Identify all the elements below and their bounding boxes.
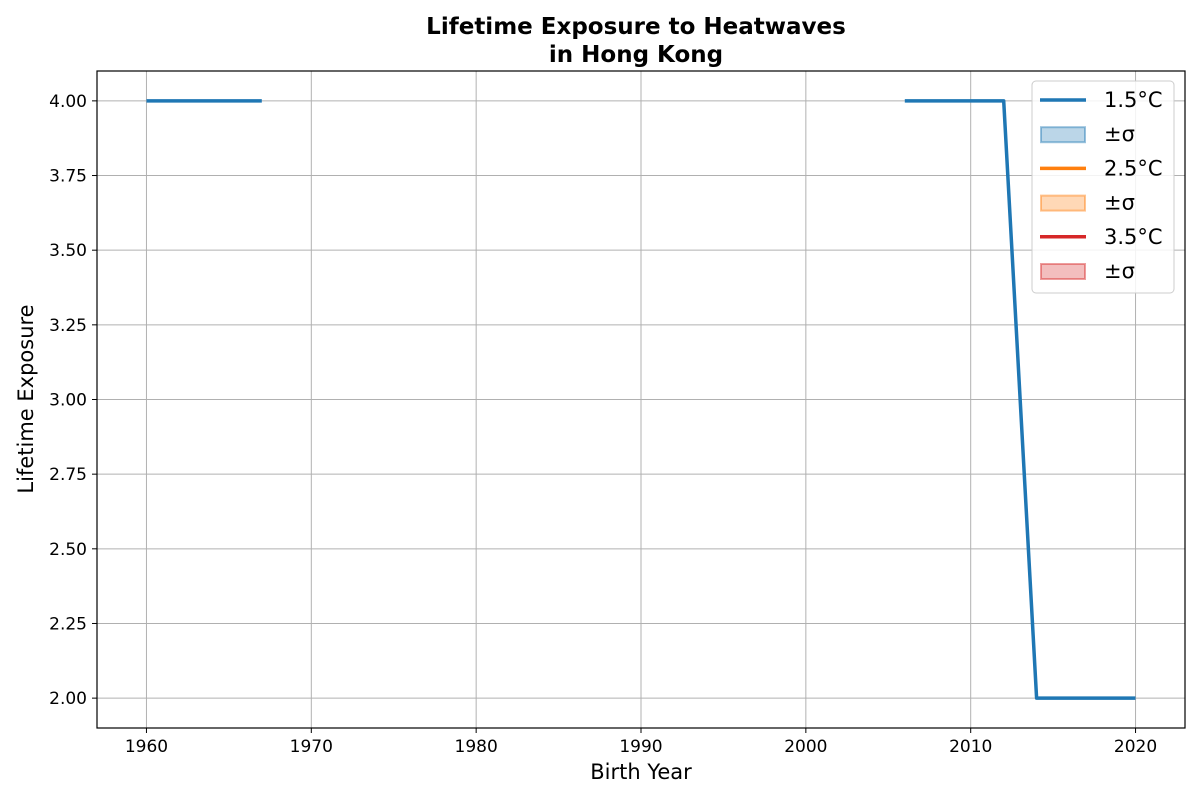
y-tick-label: 3.75: [49, 167, 87, 187]
legend-label: 2.5°C: [1104, 156, 1163, 180]
y-tick-label: 3.25: [49, 316, 87, 336]
x-tick-label: 1990: [619, 737, 662, 757]
y-axis-label: Lifetime Exposure: [14, 304, 38, 493]
y-tick-label: 2.25: [49, 614, 87, 634]
y-tick-label: 3.50: [49, 241, 87, 261]
y-tick-label: 2.00: [49, 689, 87, 709]
x-tick-label: 1960: [125, 737, 168, 757]
legend-label: 3.5°C: [1104, 225, 1163, 249]
chart-title-line-2: in Hong Kong: [549, 42, 723, 68]
y-tick-label: 2.75: [49, 465, 87, 485]
x-tick-label: 2000: [784, 737, 827, 757]
legend-box: [1031, 80, 1175, 294]
legend-band-swatch: [1040, 126, 1086, 144]
x-tick-label: 1970: [290, 737, 333, 757]
legend-label: ±σ: [1104, 259, 1135, 283]
legend-band-swatch: [1040, 263, 1086, 280]
y-axis: 2.00 2.25 2.50 2.75 3.00 3.25 3.50 3.75 4.00: [49, 92, 97, 709]
legend-label: ±σ: [1104, 191, 1135, 215]
y-tick-label: 3.00: [49, 391, 87, 411]
chart-title-line-1: Lifetime Exposure to Heatwaves: [426, 14, 846, 40]
y-tick-label: 4.00: [49, 92, 87, 112]
legend-label: 1.5°C: [1104, 88, 1163, 112]
series-layer: [146, 99, 1136, 700]
series-line-1-5-C: [904, 99, 1136, 700]
x-axis: 1960 1970 1980 1990 2000 2010 2020: [125, 728, 1157, 757]
legend: 1.5°C ±σ 2.5°C ±σ 3.5°C ±σ: [1031, 80, 1175, 294]
x-tick-label: 2020: [1114, 737, 1157, 757]
x-axis-label: Birth Year: [590, 760, 692, 784]
x-tick-label: 1980: [455, 737, 498, 757]
y-tick-label: 2.50: [49, 540, 87, 560]
grid: [97, 71, 1185, 728]
legend-band-swatch: [1040, 194, 1086, 212]
x-tick-label: 2010: [949, 737, 992, 757]
legend-label: ±σ: [1104, 122, 1135, 146]
